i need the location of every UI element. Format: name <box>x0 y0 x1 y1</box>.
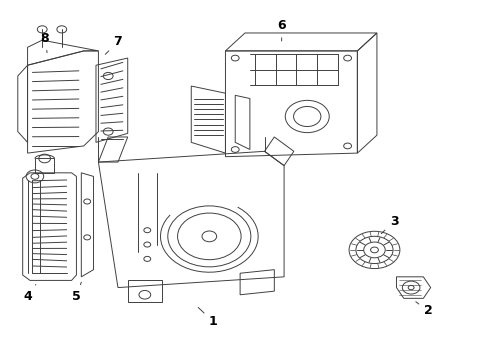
Text: 3: 3 <box>381 215 398 234</box>
Text: 7: 7 <box>105 35 122 54</box>
Text: 8: 8 <box>40 32 49 53</box>
Text: 1: 1 <box>198 307 218 328</box>
Text: 6: 6 <box>277 19 286 41</box>
Text: 2: 2 <box>416 302 433 318</box>
Text: 5: 5 <box>72 282 81 303</box>
Text: 4: 4 <box>23 284 36 303</box>
